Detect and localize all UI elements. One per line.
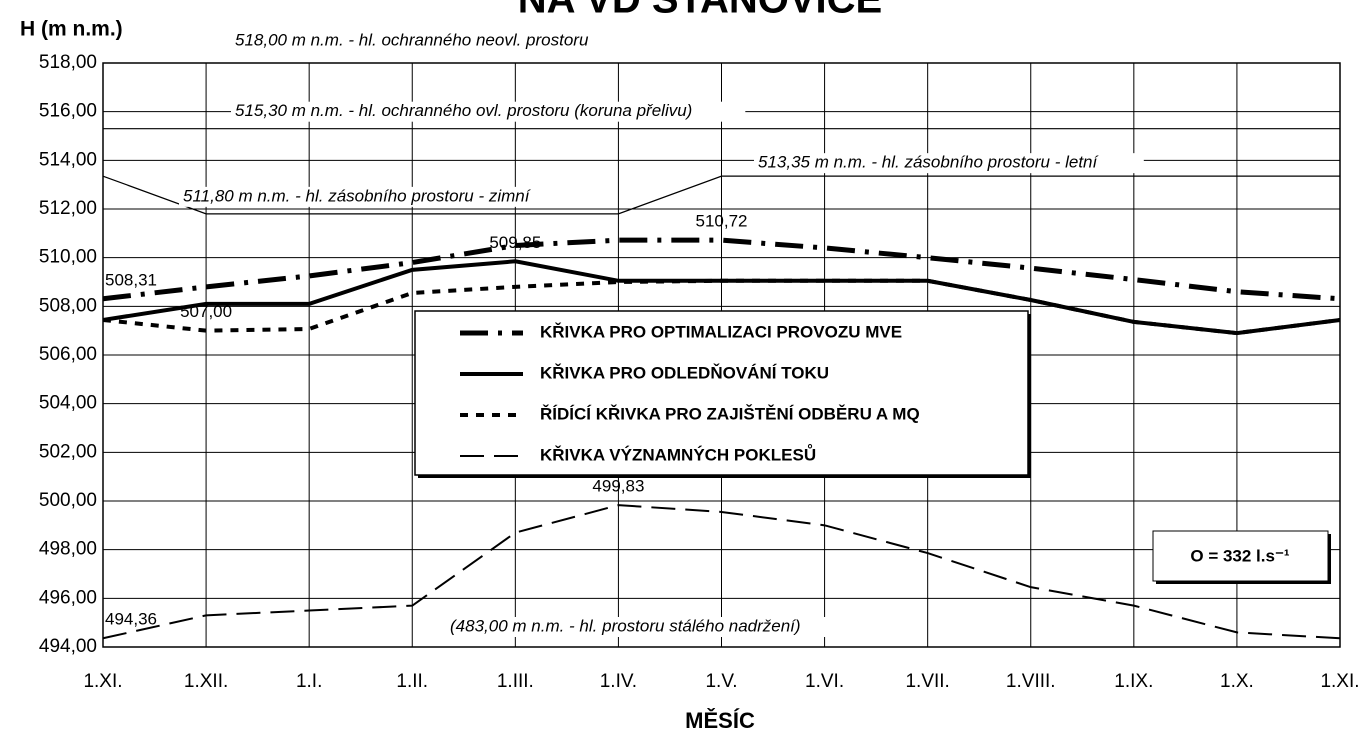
y-tick-label: 498,00 xyxy=(39,539,97,560)
x-tick-label: 1.XI. xyxy=(1320,671,1359,692)
legend-label: KŘIVKA PRO OPTIMALIZACI PROVOZU MVE xyxy=(540,322,902,341)
annotation: 518,00 m n.m. - hl. ochranného neovl. pr… xyxy=(235,30,589,49)
legend-label: KŘIVKA PRO ODLEDŇOVÁNÍ TOKU xyxy=(540,363,829,382)
y-tick-label: 516,00 xyxy=(39,101,97,122)
storage-level-line xyxy=(102,175,1340,215)
x-tick-label: 1.IX. xyxy=(1114,671,1153,692)
data-label: 509,85 xyxy=(489,233,541,252)
y-tick-label: 502,00 xyxy=(39,441,97,462)
y-tick-label: 514,00 xyxy=(39,149,97,170)
legend-label: KŘIVKA VÝZNAMNÝCH POKLESŮ xyxy=(540,444,816,464)
x-tick-label: 1.VI. xyxy=(805,671,844,692)
x-tick-label: 1.I. xyxy=(296,671,322,692)
data-label: 510,72 xyxy=(696,212,748,231)
y-tick-label: 512,00 xyxy=(39,198,97,219)
x-tick-label: 1.VII. xyxy=(905,671,949,692)
y-tick-label: 504,00 xyxy=(39,393,97,414)
x-tick-label: 1.VIII. xyxy=(1006,671,1056,692)
x-tick-label: 1.XI. xyxy=(83,671,122,692)
y-tick-label: 496,00 xyxy=(39,587,97,608)
x-tick-label: 1.V. xyxy=(705,671,737,692)
legend xyxy=(414,310,1029,476)
y-tick-label: 518,00 xyxy=(39,52,97,73)
annotation-bg xyxy=(446,617,845,637)
annotation: 515,30 m n.m. - hl. ochranného ovl. pros… xyxy=(235,101,692,120)
annotation: (483,00 m n.m. - hl. prostoru stálého na… xyxy=(450,616,801,635)
data-label: 494,36 xyxy=(105,610,157,629)
data-label: 508,31 xyxy=(105,270,157,289)
y-axis-label: H (m n.m.) xyxy=(20,18,123,41)
y-tick-label: 494,00 xyxy=(39,636,97,657)
y-tick-label: 508,00 xyxy=(39,295,97,316)
x-tick-label: 1.XII. xyxy=(184,671,228,692)
info-box-text: O = 332 l.s⁻¹ xyxy=(1190,546,1290,565)
series-line xyxy=(102,278,1341,336)
y-tick-label: 510,00 xyxy=(39,247,97,268)
legend-label: ŘÍDÍCÍ KŘIVKA PRO ZAJIŠTĚNÍ ODBĚRU A MQ xyxy=(540,404,920,423)
annotation-bg xyxy=(754,153,1144,174)
x-tick-label: 1.IV. xyxy=(600,671,637,692)
y-tick-label: 500,00 xyxy=(39,490,97,511)
annotation-bg xyxy=(179,186,569,207)
x-tick-label: 1.II. xyxy=(396,671,428,692)
x-tick-label: 1.X. xyxy=(1220,671,1254,692)
series-line xyxy=(102,504,1341,640)
annotation-bg xyxy=(231,31,621,51)
data-label: 499,83 xyxy=(592,477,644,496)
info-box xyxy=(1152,530,1329,582)
data-label: 507,00 xyxy=(180,302,232,321)
annotation: 511,80 m n.m. - hl. zásobního prostoru -… xyxy=(183,186,532,205)
plot-frame xyxy=(102,62,1341,648)
annotation: 513,35 m n.m. - hl. zásobního prostoru -… xyxy=(758,153,1100,172)
x-axis-label: MĚSÍC xyxy=(685,708,755,733)
x-tick-label: 1.III. xyxy=(497,671,534,692)
chart-title: NA VD STANOVICE xyxy=(518,0,882,22)
y-tick-label: 506,00 xyxy=(39,344,97,365)
annotation-bg xyxy=(231,101,746,122)
